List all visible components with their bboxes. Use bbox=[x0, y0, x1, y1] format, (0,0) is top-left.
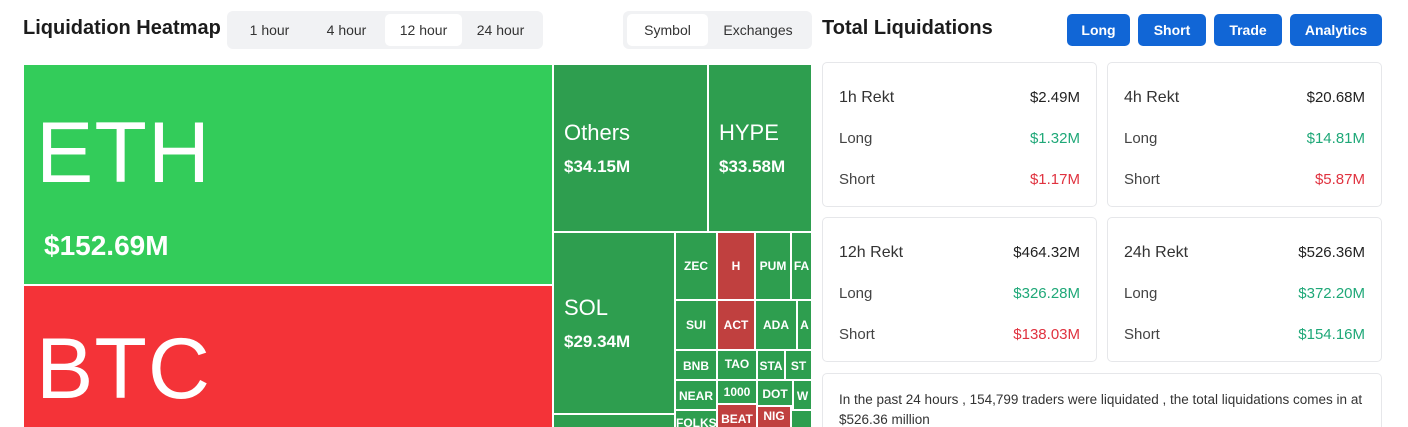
tab-24-hour[interactable]: 24 hour bbox=[476, 22, 525, 38]
treemap-tile-fa[interactable]: FA bbox=[791, 232, 812, 300]
tile-symbol: Others bbox=[564, 120, 631, 145]
treemap-tile-bnb[interactable]: BNB bbox=[675, 350, 717, 380]
short-label: Short bbox=[839, 326, 875, 343]
treemap-tile-beat[interactable]: BEAT bbox=[717, 404, 757, 427]
treemap-tile-btc[interactable]: BTC bbox=[23, 285, 553, 427]
long-value: $1.32M bbox=[1029, 130, 1080, 147]
short-label: Short bbox=[839, 171, 875, 188]
tile-symbol: ST bbox=[790, 359, 807, 373]
treemap-tile-near[interactable]: NEAR bbox=[675, 380, 717, 410]
total-liquidations-title: Total Liquidations bbox=[822, 17, 993, 39]
long-value: $14.81M bbox=[1306, 130, 1365, 147]
card-total: $2.49M bbox=[1029, 89, 1080, 106]
liquidation-treemap: ETH $152.69M BTC Others $34.15M HYPE $33… bbox=[23, 64, 812, 427]
treemap-tile-hype[interactable]: HYPE $33.58M bbox=[708, 64, 812, 232]
tile-symbol: TAO bbox=[724, 357, 750, 371]
tile-symbol: H bbox=[731, 259, 741, 273]
card-label: 1h Rekt bbox=[839, 89, 895, 106]
treemap-tile-a[interactable]: A bbox=[797, 300, 812, 350]
tile-symbol: HYPE bbox=[719, 120, 779, 145]
treemap-tile-nig[interactable]: NIG bbox=[757, 406, 791, 427]
stats-card-4h: 4h Rekt $20.68M Long $14.81M Short $5.87M bbox=[1107, 62, 1382, 207]
stats-card-12h: 12h Rekt $464.32M Long $326.28M Short $138.… bbox=[822, 217, 1097, 362]
tile-symbol: FOLKS bbox=[676, 416, 717, 427]
tile-value: $29.34M bbox=[564, 332, 631, 351]
analytics-button[interactable]: Analytics bbox=[1290, 14, 1382, 46]
tile-value: $34.15M bbox=[564, 157, 631, 176]
tile-symbol: SUI bbox=[685, 318, 706, 332]
treemap-tile-tao[interactable]: TAO bbox=[717, 350, 757, 380]
short-button[interactable]: Short bbox=[1138, 14, 1206, 46]
treemap-tile-h[interactable]: H bbox=[717, 232, 755, 300]
card-label: 4h Rekt bbox=[1124, 89, 1180, 106]
trade-button[interactable]: Trade bbox=[1214, 14, 1282, 46]
card-label: 12h Rekt bbox=[839, 244, 904, 261]
treemap-tile-st[interactable]: ST bbox=[785, 350, 812, 380]
long-label: Long bbox=[1124, 285, 1158, 302]
treemap-tile-others[interactable]: Others $34.15M bbox=[553, 64, 708, 232]
treemap-tile-sta[interactable]: STA bbox=[757, 350, 785, 380]
short-value: $154.16M bbox=[1298, 326, 1365, 343]
tile-symbol: SOL bbox=[564, 295, 609, 320]
tile-value: $152.69M bbox=[44, 230, 169, 261]
tile-symbol: NIG bbox=[763, 409, 785, 423]
card-total: $526.36M bbox=[1298, 244, 1365, 261]
stats-card-1h: 1h Rekt $2.49M Long $1.32M Short $1.17M bbox=[822, 62, 1097, 207]
tile-symbol: STA bbox=[759, 359, 783, 373]
long-label: Long bbox=[1124, 130, 1158, 147]
long-button[interactable]: Long bbox=[1067, 14, 1130, 46]
treemap-tile-eth[interactable]: ETH $152.69M bbox=[23, 64, 553, 285]
treemap-tile-zec[interactable]: ZEC bbox=[675, 232, 717, 300]
treemap-tile-act[interactable]: ACT bbox=[717, 300, 755, 350]
card-total: $464.32M bbox=[1013, 244, 1080, 261]
stats-card-24h: 24h Rekt $526.36M Long $372.20M Short $154.… bbox=[1107, 217, 1382, 362]
tile-symbol: ETH bbox=[36, 105, 211, 201]
tile-symbol: ACT bbox=[723, 318, 749, 332]
treemap-tile-ada[interactable]: ADA bbox=[755, 300, 797, 350]
card-total: $20.68M bbox=[1306, 89, 1365, 106]
tab-symbol[interactable]: Symbol bbox=[627, 14, 708, 46]
long-value: $372.20M bbox=[1298, 285, 1365, 302]
treemap-tile-sui[interactable]: SUI bbox=[675, 300, 717, 350]
tile-symbol: FA bbox=[793, 259, 810, 273]
view-toggle: Symbol Exchanges bbox=[623, 11, 812, 49]
short-label: Short bbox=[1124, 326, 1160, 343]
heatmap-title: Liquidation Heatmap bbox=[23, 17, 221, 39]
treemap-tile-sol[interactable]: SOL $29.34M bbox=[553, 232, 675, 414]
short-value: $1.17M bbox=[1029, 171, 1080, 188]
tile-symbol: BTC bbox=[36, 321, 211, 417]
tile-symbol: BNB bbox=[683, 359, 709, 373]
treemap-tile-w[interactable]: W bbox=[793, 380, 812, 410]
tab-12-hour[interactable]: 12 hour bbox=[385, 14, 462, 46]
tile-value: $33.58M bbox=[719, 157, 786, 176]
tile-symbol: ZEC bbox=[684, 259, 708, 273]
treemap-tile-pum[interactable]: PUM bbox=[755, 232, 791, 300]
tab-1-hour[interactable]: 1 hour bbox=[249, 22, 290, 38]
short-label: Short bbox=[1124, 171, 1160, 188]
treemap-tile[interactable] bbox=[553, 414, 675, 427]
long-label: Long bbox=[839, 285, 873, 302]
short-value: $5.87M bbox=[1314, 171, 1365, 188]
treemap-tile-dot[interactable]: DOT bbox=[757, 380, 793, 406]
treemap-tile-1000[interactable]: 1000 bbox=[717, 380, 757, 404]
tab-exchanges[interactable]: Exchanges bbox=[723, 22, 793, 38]
long-value: $326.28M bbox=[1013, 285, 1080, 302]
liquidation-summary: In the past 24 hours , 154,799 traders w… bbox=[822, 373, 1382, 427]
tile-symbol: PUM bbox=[759, 259, 787, 273]
card-label: 24h Rekt bbox=[1124, 244, 1189, 261]
tile-symbol: DOT bbox=[762, 387, 788, 401]
tile-symbol: 1000 bbox=[723, 385, 751, 399]
tab-4-hour[interactable]: 4 hour bbox=[326, 22, 367, 38]
timeframe-selector: 1 hour 4 hour 12 hour 24 hour bbox=[227, 11, 543, 49]
tile-symbol: ADA bbox=[763, 318, 789, 332]
tile-symbol: A bbox=[800, 318, 809, 332]
treemap-tile[interactable] bbox=[791, 410, 812, 427]
tile-symbol: BEAT bbox=[721, 412, 753, 426]
tile-symbol: NEAR bbox=[678, 389, 713, 403]
short-value: $138.03M bbox=[1013, 326, 1080, 343]
tile-symbol: W bbox=[796, 389, 809, 403]
long-label: Long bbox=[839, 130, 873, 147]
treemap-tile-folks[interactable]: FOLKS bbox=[675, 410, 717, 427]
